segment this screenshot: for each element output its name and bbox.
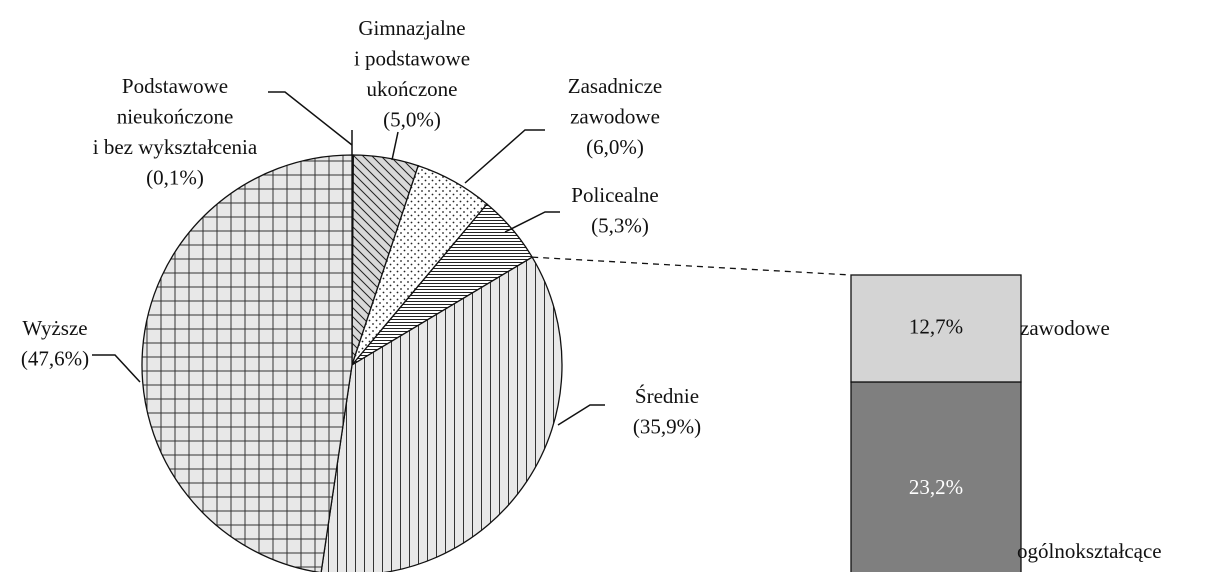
leader-line [464,129,545,184]
pie-slice [141,154,353,572]
leader-line [92,354,141,383]
slice-value-label: (0,1%) [146,165,204,189]
slice-label: i bez wykształcenia [93,135,258,159]
slice-value-label: (5,0%) [383,107,441,131]
slice-label: Zasadnicze [568,74,662,98]
bar-label: ogólnokształcące [1017,539,1162,563]
slice-value-label: (47,6%) [21,346,89,370]
slice-label: Policealne [571,183,658,207]
slice-value-label: (35,9%) [633,414,701,438]
leader-line [268,91,353,146]
slice-label: i podstawowe [354,46,470,70]
slice-label: nieukończone [117,104,234,128]
slice-label: Wyższe [22,316,87,340]
bar-segment [850,274,1022,383]
slice-value-label: (6,0%) [586,135,644,159]
leader-line [504,211,560,233]
slice-label: Podstawowe [122,74,228,98]
slice-value-label: (5,3%) [591,213,649,237]
slice-label: ukończone [367,77,458,101]
bar-value-label: 23,2% [909,475,963,499]
slice-label: Średnie [635,384,699,408]
pie-slice [320,256,563,572]
bar-label: zawodowe [1020,316,1110,340]
connector-line [532,256,852,276]
slice-label: Gimnazjalne [358,16,465,40]
leader-line [391,131,399,161]
slice-label: zawodowe [570,104,660,128]
bar-segment [850,381,1022,572]
bar-value-label: 12,7% [909,314,963,338]
leader-line [557,404,605,426]
